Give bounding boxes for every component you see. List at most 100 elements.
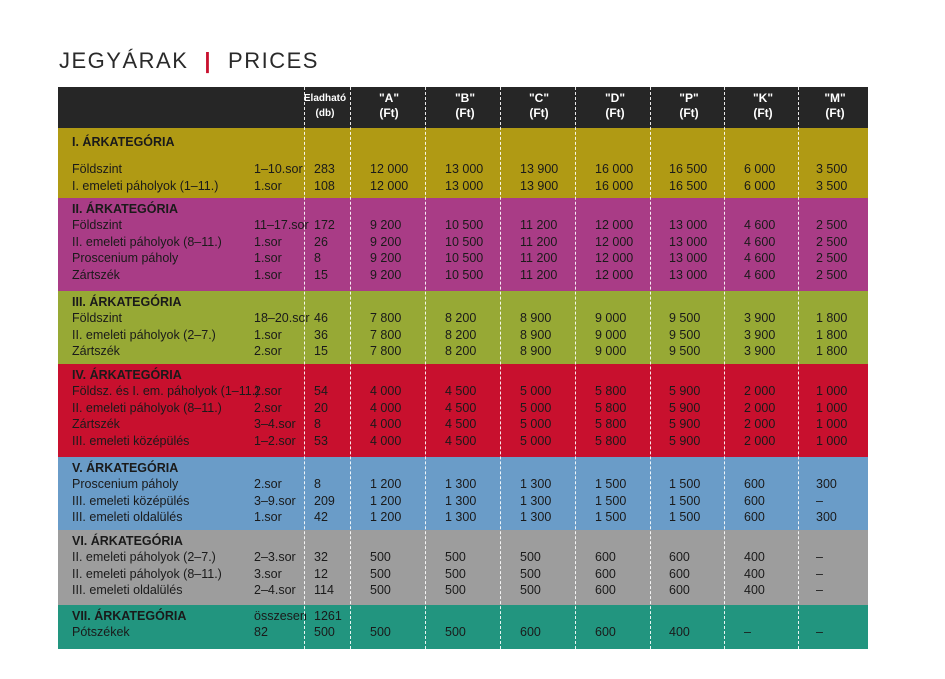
- price-cell: 10 500: [445, 267, 484, 282]
- seat-rows: 1–10.sor: [254, 162, 303, 176]
- price-cell: 300: [816, 477, 837, 491]
- price-cell: 5 000: [520, 417, 552, 431]
- header-col-label: "D": [604, 91, 626, 105]
- price-cell: 1 500: [595, 477, 627, 491]
- price-cell: 5 800: [595, 433, 627, 448]
- price-cell: 9 500: [669, 327, 701, 342]
- category-title: V. ÁRKATEGÓRIA: [72, 461, 179, 475]
- seat-rows: 1–2.sor: [254, 433, 296, 448]
- price-cell: 2 500: [816, 251, 848, 265]
- seat-location: Proscenium páholy: [72, 251, 179, 265]
- price-cell: 11 200: [520, 234, 558, 249]
- price-cell: 13 900: [520, 178, 559, 193]
- price-cell: 2 500: [816, 267, 848, 282]
- price-cell: 11 200: [520, 218, 558, 232]
- seat-location: II. emeleti páholyok (2–7.): [72, 550, 216, 564]
- price-cell: 600: [595, 550, 616, 564]
- price-cell: 1 500: [669, 493, 701, 508]
- price-cell: 1 300: [445, 510, 477, 524]
- category-title: IV. ÁRKATEGÓRIA: [72, 368, 182, 382]
- price-cell: 4 600: [744, 218, 776, 232]
- header-col-d: "D" (Ft): [584, 91, 646, 121]
- title-en: PRICES: [228, 48, 319, 73]
- price-cell: 1 200: [370, 493, 402, 508]
- seat-count: 20: [314, 400, 328, 415]
- title-hu: JEGYÁRAK: [59, 48, 189, 73]
- category-title: III. ÁRKATEGÓRIA: [72, 295, 182, 309]
- price-cell: 600: [744, 477, 765, 491]
- table-header: Eladható (db) "A" (Ft) "B" (Ft) "C" (Ft) "D…: [58, 87, 868, 128]
- price-cell: 13 000: [445, 162, 484, 176]
- header-col-unit: (Ft): [825, 106, 845, 120]
- price-cell: –: [816, 550, 823, 564]
- price-cell: 2 000: [744, 417, 776, 431]
- price-cell: 2 000: [744, 384, 776, 398]
- header-col-label: "B": [454, 91, 476, 105]
- seat-count: 8: [314, 477, 321, 491]
- price-cell: 5 800: [595, 384, 627, 398]
- price-cell: 1 800: [816, 344, 848, 358]
- seat-count: 42: [314, 510, 328, 524]
- category-title: I. ÁRKATEGÓRIA: [72, 135, 175, 149]
- category-band: V. ÁRKATEGÓRIA Proscenium páholy 2.sor 8 1 2…: [58, 457, 868, 530]
- price-cell: 500: [370, 625, 391, 639]
- price-cell: 11 200: [520, 251, 558, 265]
- price-cell: 600: [595, 625, 616, 639]
- seat-count: 15: [314, 344, 328, 358]
- price-cell: 4 500: [445, 400, 477, 415]
- price-cell: –: [744, 625, 751, 639]
- price-cell: 600: [520, 625, 541, 639]
- seat-count: 8: [314, 417, 321, 431]
- seat-count: 15: [314, 267, 328, 282]
- price-cell: 500: [520, 583, 541, 597]
- price-cell: 5 800: [595, 400, 627, 415]
- price-cell: 500: [445, 625, 466, 639]
- price-cell: 4 500: [445, 417, 477, 431]
- column-divider: [650, 87, 651, 649]
- seat-rows: 1.sor: [254, 234, 282, 249]
- category-title: II. ÁRKATEGÓRIA: [72, 202, 179, 216]
- header-col-label: "K": [752, 91, 774, 105]
- price-cell: 4 600: [744, 251, 776, 265]
- price-cell: 2 500: [816, 218, 848, 232]
- price-cell: 600: [669, 550, 690, 564]
- price-cell: 500: [370, 583, 391, 597]
- category-band: II. ÁRKATEGÓRIA Földszint 11–17.sor 172 9 20…: [58, 198, 868, 291]
- price-cell: 3 900: [744, 344, 776, 358]
- price-cell: 8 900: [520, 344, 552, 358]
- seat-location: Földszint: [72, 218, 123, 232]
- price-cell: 10 500: [445, 251, 484, 265]
- price-cell: 13 000: [669, 234, 708, 249]
- seat-location: Zártszék: [72, 344, 120, 358]
- seat-location: Pótszékek: [72, 625, 130, 639]
- seat-location: II. emeleti páholyok (8–11.): [72, 234, 222, 249]
- price-cell: 9 500: [669, 311, 701, 325]
- price-cell: 16 000: [595, 162, 634, 176]
- seat-count: 12: [314, 566, 328, 581]
- price-cell: 500: [445, 566, 466, 581]
- price-cell: 1 500: [669, 477, 701, 491]
- price-cell: 16 500: [669, 178, 708, 193]
- price-cell: 2 000: [744, 400, 776, 415]
- price-cell: 4 000: [370, 417, 402, 431]
- seat-rows: 3–4.sor: [254, 417, 296, 431]
- header-col-label: "P": [679, 91, 699, 105]
- price-cell: 1 000: [816, 400, 848, 415]
- seat-location: Proscenium páholy: [72, 477, 179, 491]
- price-cell: 1 200: [370, 477, 402, 491]
- seat-rows: 3.sor: [254, 566, 282, 581]
- seat-location: III. emeleti középülés: [72, 433, 190, 448]
- price-cell: 7 800: [370, 311, 402, 325]
- price-cell: 13 000: [669, 267, 708, 282]
- seat-rows: 1.sor: [254, 251, 282, 265]
- price-cell: 500: [520, 550, 541, 564]
- price-cell: 11 200: [520, 267, 558, 282]
- header-col-m: "M" (Ft): [804, 91, 866, 121]
- price-cell: 4 600: [744, 234, 776, 249]
- price-cell: 1 800: [816, 327, 848, 342]
- price-cell: 500: [520, 566, 541, 581]
- column-divider: [304, 87, 305, 649]
- price-cell: 300: [816, 510, 837, 524]
- seat-rows: 1.sor: [254, 178, 282, 193]
- price-cell: 3 500: [816, 162, 848, 176]
